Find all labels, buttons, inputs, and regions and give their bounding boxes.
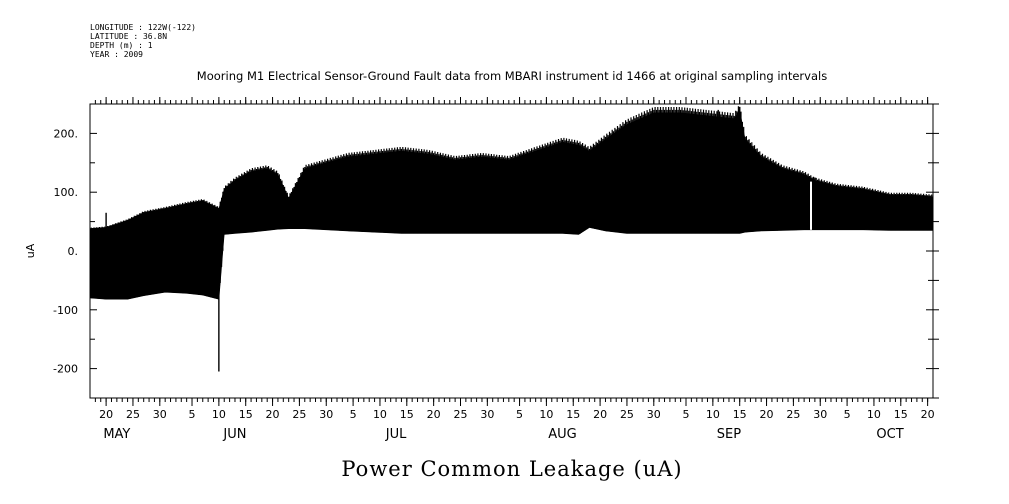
x-tick-label: 30 <box>813 408 827 421</box>
x-tick-label: 20 <box>99 408 113 421</box>
y-axis: 200. 100. 0. -100 -200 <box>53 103 939 399</box>
y-tick-label: 100. <box>54 186 79 199</box>
x-tick-label: 5 <box>516 408 523 421</box>
x-month-label: MAY <box>103 427 130 442</box>
plot-series <box>89 106 934 372</box>
x-tick-label: 10 <box>539 408 553 421</box>
x-month-label: JUN <box>222 427 246 442</box>
x-tick-label: 15 <box>400 408 414 421</box>
x-tick-label: 10 <box>867 408 881 421</box>
x-tick-label: 5 <box>683 408 690 421</box>
chart-title: Mooring M1 Electrical Sensor-Ground Faul… <box>197 69 827 83</box>
metadata-block: LONGITUDE : 122W(-122) LATITUDE : 36.8N … <box>90 23 196 59</box>
meta-year: YEAR : 2009 <box>90 50 143 59</box>
x-tick-label: 20 <box>760 408 774 421</box>
x-tick-label: 30 <box>480 408 494 421</box>
series-samples <box>90 106 933 300</box>
y-tick-label: -100 <box>53 304 78 317</box>
x-tick-label: 10 <box>373 408 387 421</box>
x-tick-label: 20 <box>593 408 607 421</box>
x-tick-label: 5 <box>189 408 196 421</box>
x-month-label: AUG <box>548 427 576 442</box>
x-tick-label: 25 <box>620 408 634 421</box>
meta-depth: DEPTH (m) : 1 <box>90 41 153 50</box>
x-month-label: SEP <box>717 427 741 442</box>
x-tick-label: 10 <box>706 408 720 421</box>
x-tick-label: 20 <box>266 408 280 421</box>
x-tick-label: 25 <box>126 408 140 421</box>
x-tick-label: 10 <box>212 408 226 421</box>
x-tick-label: 5 <box>350 408 357 421</box>
x-tick-label: 15 <box>894 408 908 421</box>
x-tick-label: 5 <box>844 408 851 421</box>
x-tick-label: 25 <box>292 408 306 421</box>
y-axis-label: uA <box>24 243 37 258</box>
meta-latitude: LATITUDE : 36.8N <box>90 32 167 41</box>
x-tick-label: 15 <box>566 408 580 421</box>
x-month-label: JUL <box>385 427 407 442</box>
y-tick-label: -200 <box>53 363 78 376</box>
x-tick-label: 30 <box>647 408 661 421</box>
y-tick-label: 200. <box>54 127 79 140</box>
y-tick-label: 0. <box>68 245 79 258</box>
x-tick-label: 25 <box>453 408 467 421</box>
x-axis: 20 25 30 5 10 15 20 25 30 5 10 15 20 25 30 5 10 15 20 25 30 5… <box>94 97 935 442</box>
meta-longitude: LONGITUDE : 122W(-122) <box>90 23 196 32</box>
x-tick-label: 15 <box>733 408 747 421</box>
x-tick-label: 20 <box>921 408 935 421</box>
x-month-label: OCT <box>876 427 903 442</box>
x-tick-label: 20 <box>427 408 441 421</box>
x-tick-label: 30 <box>153 408 167 421</box>
x-tick-label: 30 <box>319 408 333 421</box>
x-tick-label: 15 <box>239 408 253 421</box>
x-axis-label: Power Common Leakage (uA) <box>341 457 682 481</box>
x-tick-label: 25 <box>786 408 800 421</box>
